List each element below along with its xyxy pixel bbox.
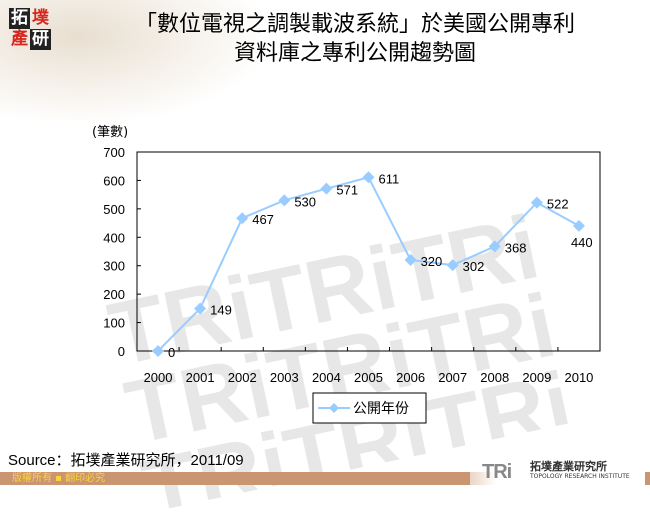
y-tick-label: 600	[103, 173, 125, 188]
data-label: 0	[168, 345, 175, 360]
legend-label: 公開年份	[353, 401, 409, 417]
x-tick-label: 2001	[186, 370, 215, 385]
data-label: 530	[294, 194, 316, 209]
y-axis-label: (筆數)	[92, 125, 128, 140]
data-label: 571	[336, 183, 358, 198]
plot-area-frame	[136, 151, 601, 352]
data-point-marker	[530, 196, 543, 209]
logo-char: 拓	[9, 8, 30, 29]
data-point-marker	[152, 345, 165, 357]
source-note: Source：拓墣產業研究所，2011/09	[8, 452, 244, 469]
x-tick-label: 2000	[144, 370, 173, 385]
data-label: 440	[571, 235, 593, 250]
data-point-marker	[236, 212, 249, 225]
x-tick-label: 2009	[522, 370, 551, 385]
data-labels: 0 149 467 530 571 611 320 302 368 522 440	[168, 171, 593, 360]
data-point-marker	[194, 302, 207, 315]
data-point-marker	[572, 219, 585, 232]
y-tick-label: 0	[118, 344, 125, 359]
x-tick-label: 2004	[312, 370, 341, 385]
title-line-2: 資料庫之專利公開趨勢圖	[233, 41, 476, 66]
y-tick-label: 200	[103, 287, 125, 302]
y-tick-label: 300	[103, 259, 125, 274]
copyright-notice: 版權所有 ▪ 翻印必究	[12, 473, 106, 484]
tri-logo-text: TRi	[482, 461, 512, 483]
line-chart: (筆數) 0 100 200 300 400 500 600 700 2000 2001 2002…	[92, 125, 601, 424]
x-tick-label: 2002	[228, 370, 257, 385]
x-tick-label: 2006	[396, 370, 425, 385]
data-label: 522	[547, 197, 569, 212]
background-map-decoration	[0, 0, 260, 120]
data-label: 302	[463, 259, 485, 274]
data-label: 611	[379, 171, 400, 186]
data-label: 149	[210, 303, 232, 318]
x-tick-label: 2008	[480, 370, 509, 385]
data-label: 368	[505, 240, 527, 255]
data-label: 467	[252, 212, 274, 227]
data-point-marker	[488, 240, 501, 253]
data-point-marker	[404, 254, 417, 267]
tri-logo-mark: TRi	[482, 461, 512, 484]
x-tick-label: 2005	[354, 370, 383, 385]
y-tick-label: 100	[103, 316, 125, 331]
title-line-1: 「數位電視之調製載波系統」於美國公開專利	[134, 12, 575, 37]
logo-char: 產	[11, 29, 28, 49]
x-tick-label: 2010	[564, 370, 593, 385]
tri-brand-logo: TRi 拓墣產業研究所 TOPOLOGY RESEARCH INSTITUTE	[470, 455, 645, 485]
logo-char: 墣	[32, 8, 49, 28]
logo-char: 研	[30, 29, 51, 50]
data-point-marker	[278, 194, 291, 207]
y-axis: 0 100 200 300 400 500 600 700	[103, 145, 141, 359]
series-line	[157, 176, 580, 352]
y-tick-label: 500	[103, 202, 125, 217]
data-label: 320	[421, 254, 443, 269]
tri-brand-cn: 拓墣產業研究所	[530, 460, 607, 473]
y-tick-label: 400	[103, 230, 125, 245]
tri-brand-en: TOPOLOGY RESEARCH INSTITUTE	[530, 473, 630, 480]
legend-diamond-icon	[329, 403, 339, 413]
company-logo: 拓 墣 產 研	[9, 8, 51, 50]
data-point-marker	[362, 171, 375, 184]
x-axis: 2000 2001 2002 2003 2004 2005 2006 2007 2008 2009…	[144, 347, 593, 385]
data-point-marker	[446, 259, 459, 272]
page-title: 「數位電視之調製載波系統」於美國公開專利 資料庫之專利公開趨勢圖	[60, 10, 650, 68]
x-tick-label: 2007	[438, 370, 467, 385]
legend: 公開年份	[312, 392, 427, 424]
x-tick-label: 2003	[270, 370, 299, 385]
series-markers	[152, 171, 585, 357]
y-tick-label: 700	[103, 145, 125, 160]
data-point-marker	[320, 182, 333, 195]
